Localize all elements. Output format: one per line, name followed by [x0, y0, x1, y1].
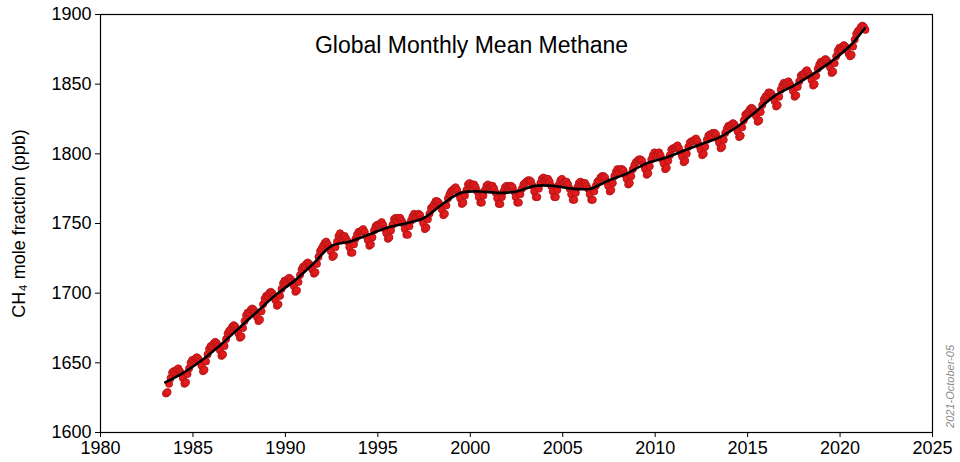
svg-text:2010: 2010 [635, 438, 675, 458]
svg-text:Global Monthly Mean Methane: Global Monthly Mean Methane [315, 32, 628, 58]
svg-text:1700: 1700 [51, 283, 91, 303]
svg-text:CH₄ mole fraction (ppb): CH₄ mole fraction (ppb) [9, 129, 29, 317]
svg-text:1600: 1600 [51, 422, 92, 443]
svg-text:1900: 1900 [51, 4, 91, 24]
svg-text:1650: 1650 [51, 353, 91, 373]
svg-text:1995: 1995 [358, 438, 398, 458]
svg-text:2015: 2015 [728, 438, 768, 458]
svg-text:1750: 1750 [51, 213, 91, 233]
svg-text:1850: 1850 [51, 74, 91, 94]
svg-text:2020: 2020 [820, 438, 860, 458]
svg-text:2000: 2000 [450, 438, 490, 458]
svg-text:2005: 2005 [543, 438, 583, 458]
svg-text:1800: 1800 [51, 144, 91, 164]
svg-text:1990: 1990 [265, 438, 305, 458]
svg-text:1980: 1980 [80, 438, 120, 458]
svg-text:1985: 1985 [173, 438, 213, 458]
html-text:2021-October-05: 2021-October-05 [944, 345, 956, 428]
svg-text:2025: 2025 [912, 438, 952, 458]
